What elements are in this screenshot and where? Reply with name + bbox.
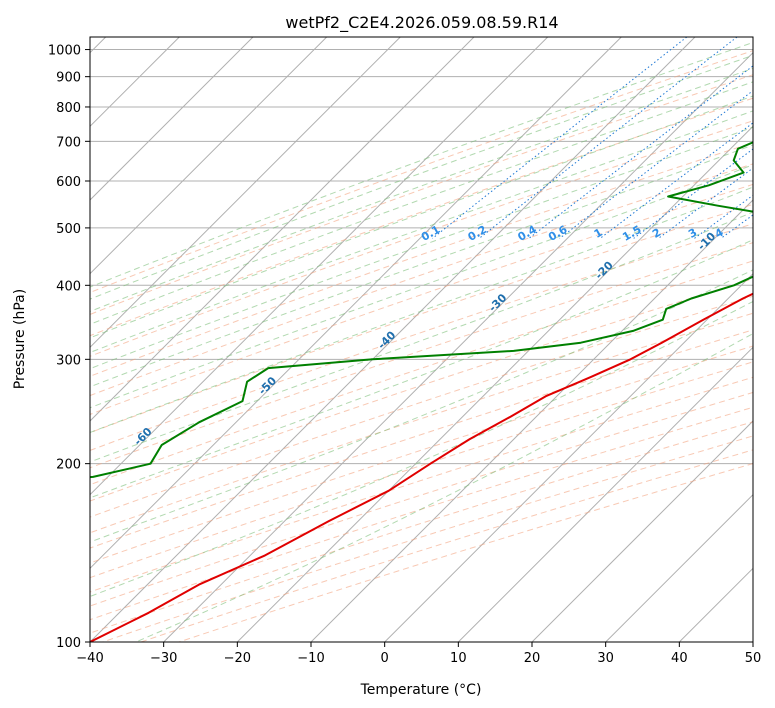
dry-adiabat-line bbox=[90, 163, 753, 397]
x-tick-label: 20 bbox=[524, 651, 541, 666]
moist-adiabat-line bbox=[90, 81, 753, 325]
isotherm-line bbox=[384, 272, 753, 642]
y-tick-label: 800 bbox=[56, 101, 81, 116]
y-tick-label: 600 bbox=[56, 175, 81, 190]
y-tick-label: 1000 bbox=[48, 44, 81, 59]
isotherm-line bbox=[90, 37, 254, 201]
moist-adiabat-line bbox=[90, 144, 753, 388]
x-axis: −40 −30 −20 −10 0 10 20 30 40 50 bbox=[76, 642, 761, 666]
x-tick-label: −10 bbox=[297, 651, 324, 666]
y-axis: 100 200 300 400 500 600 700 800 900 1000 bbox=[48, 44, 90, 651]
dewpoint-profile-line bbox=[90, 141, 753, 479]
dry-adiabat-line bbox=[90, 120, 753, 357]
plot-frame bbox=[89, 36, 754, 643]
isotherm-line bbox=[236, 125, 753, 642]
isotherm-line bbox=[310, 199, 753, 642]
x-tick-label: 30 bbox=[597, 651, 614, 666]
chart-title: wetPf2_C2E4.2026.059.08.59.R14 bbox=[285, 13, 558, 33]
isotherm-line bbox=[163, 51, 753, 642]
x-tick-label: −30 bbox=[150, 651, 177, 666]
mixing-ratio-line bbox=[694, 194, 753, 239]
moist-adiabat-line bbox=[135, 333, 753, 642]
moist-adiabat-line bbox=[90, 164, 753, 409]
moist-adiabat-line bbox=[90, 126, 753, 370]
isotherm-line bbox=[90, 37, 328, 275]
isotherm-line bbox=[457, 346, 753, 642]
dry-adiabat-line bbox=[90, 329, 753, 549]
moist-adiabat-line bbox=[90, 110, 753, 354]
dry-adiabat-line bbox=[90, 223, 753, 451]
dry-adiabat-line bbox=[178, 463, 753, 642]
y-tick-label: 400 bbox=[56, 279, 81, 294]
y-tick-label: 300 bbox=[56, 353, 81, 368]
moist-adiabat-line bbox=[90, 54, 753, 300]
dry-adiabat-line bbox=[140, 449, 753, 642]
dry-adiabat-line bbox=[90, 142, 753, 377]
dry-adiabat-line bbox=[90, 183, 753, 415]
x-tick-label: 10 bbox=[450, 651, 467, 666]
mixing-ratio-line bbox=[478, 37, 738, 239]
y-tick-label: 200 bbox=[56, 458, 81, 473]
mixing-ratio-line bbox=[559, 90, 753, 239]
isotherm-line bbox=[90, 37, 401, 349]
dry-adiabat-line bbox=[90, 203, 753, 434]
x-tick-label: 50 bbox=[745, 651, 762, 666]
isotherm-line bbox=[90, 37, 475, 422]
moist-adiabat-line bbox=[90, 67, 753, 313]
x-axis-label: Temperature (°C) bbox=[360, 682, 482, 698]
y-axis-label: Pressure (hPa) bbox=[12, 289, 28, 389]
mixing-ratio-line bbox=[633, 148, 753, 239]
y-tick-label: 700 bbox=[56, 135, 81, 150]
y-tick-label: 100 bbox=[56, 636, 81, 651]
dry-adiabat-line bbox=[90, 345, 753, 564]
plot-area: 0.10.20.40.611.52346810131620253036-100-… bbox=[90, 37, 753, 642]
moist-adiabat-line bbox=[90, 211, 753, 463]
isotherm-line bbox=[605, 493, 753, 642]
dry-adiabat-line bbox=[90, 361, 753, 579]
x-tick-label: 0 bbox=[381, 651, 389, 666]
isotherm-line bbox=[90, 37, 622, 570]
y-tick-label: 900 bbox=[56, 71, 81, 86]
x-tick-label: −20 bbox=[224, 651, 251, 666]
x-tick-label: 40 bbox=[671, 651, 688, 666]
dry-adiabat-line bbox=[90, 376, 753, 593]
mixing-ratio-line bbox=[599, 122, 753, 239]
moist-adiabat-line bbox=[90, 95, 753, 339]
y-tick-label: 500 bbox=[56, 222, 81, 237]
moist-adiabat-line bbox=[90, 186, 753, 434]
isotherm-line bbox=[90, 37, 549, 496]
isotherm-line bbox=[531, 420, 753, 642]
x-tick-label: −40 bbox=[76, 651, 103, 666]
temperature-profile-line bbox=[90, 292, 753, 642]
dry-adiabat-line bbox=[90, 97, 753, 337]
